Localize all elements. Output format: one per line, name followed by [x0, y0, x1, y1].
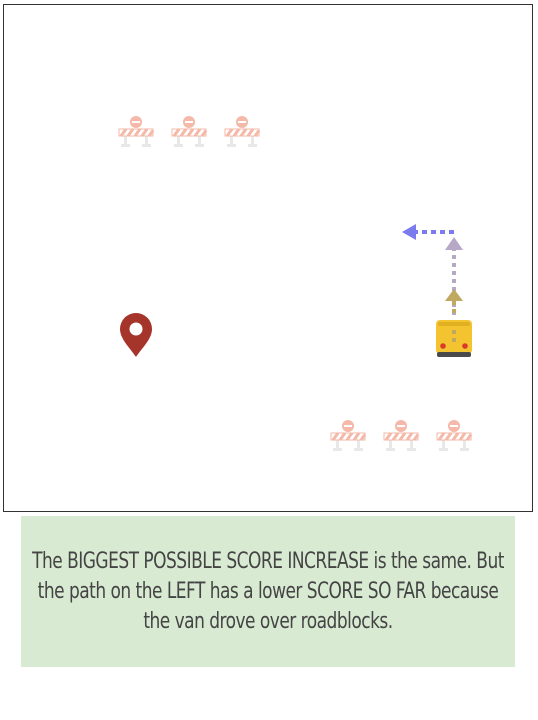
next-move-arrow [402, 224, 454, 240]
roadblock-icon [435, 418, 473, 453]
game-board [3, 4, 533, 512]
school-van-icon [436, 320, 472, 357]
path-arrow [445, 237, 463, 315]
game-board-canvas [117, 114, 473, 453]
explanation-caption: The BIGGEST POSSIBLE SCORE INCREASE is t… [21, 516, 515, 667]
caption-text: The BIGGEST POSSIBLE SCORE INCREASE is t… [32, 548, 504, 634]
location-pin-icon [120, 313, 152, 357]
roadblock-icon [170, 114, 208, 149]
roadblock-icon [382, 418, 420, 453]
roadblock-icon [223, 114, 261, 149]
roadblock-icon [117, 114, 155, 149]
roadblock-icon [329, 418, 367, 453]
